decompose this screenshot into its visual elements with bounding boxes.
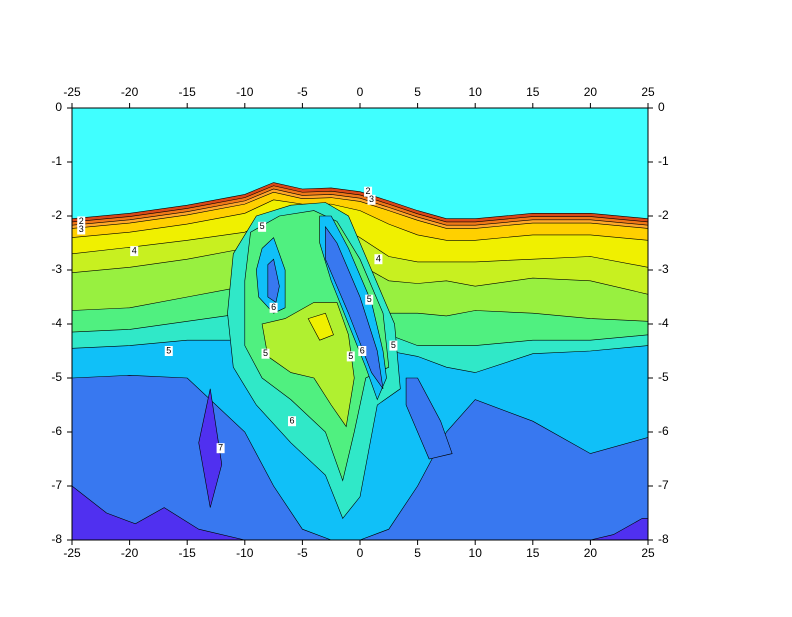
contour-label-bg <box>288 416 297 427</box>
contour-region <box>267 258 280 303</box>
contour-label-bg <box>374 254 383 265</box>
x-tick-label: -20 <box>121 85 139 99</box>
contour-label: 4 <box>132 245 137 255</box>
x-tick-label: -25 <box>63 546 81 560</box>
contour-label: 5 <box>166 345 171 355</box>
y-tick-label: -7 <box>658 478 669 492</box>
contour-label-bg <box>365 294 374 305</box>
contour-region <box>198 388 223 508</box>
contour-label-bg <box>269 302 278 313</box>
contour-label: 5 <box>348 351 353 361</box>
contour-label: 5 <box>367 294 372 304</box>
contour-label-bg <box>216 443 225 454</box>
contour-label: 7 <box>218 443 223 453</box>
contour-label-bg <box>367 194 376 205</box>
y-tick-label: -7 <box>51 478 62 492</box>
contour-region <box>405 377 453 460</box>
contour-label-bg <box>77 224 86 235</box>
x-tick-label: 10 <box>469 546 483 560</box>
x-tick-label: 0 <box>357 546 364 560</box>
x-tick-label: 0 <box>357 85 364 99</box>
contour-band <box>72 374 648 540</box>
contour-label-bg <box>364 186 373 197</box>
contour-label: 2 <box>366 186 371 196</box>
y-tick-label: -1 <box>51 154 62 168</box>
y-tick-label: -3 <box>658 262 669 276</box>
y-tick-label: -8 <box>51 532 62 546</box>
y-tick-label: 0 <box>55 100 62 114</box>
x-tick-label: 25 <box>641 546 655 560</box>
x-tick-label: 15 <box>526 546 540 560</box>
x-tick-label: -20 <box>121 546 139 560</box>
x-tick-label: -15 <box>179 546 197 560</box>
contour-label: 6 <box>290 416 295 426</box>
contour-label: 5 <box>260 221 265 231</box>
y-tick-label: -5 <box>658 370 669 384</box>
x-tick-label: 5 <box>414 546 421 560</box>
contour-label-bg <box>358 346 367 356</box>
y-tick-label: 0 <box>658 100 665 114</box>
contour-label: 3 <box>369 194 374 204</box>
x-tick-label: 10 <box>469 85 483 99</box>
x-tick-label: 20 <box>584 85 598 99</box>
contour-label: 6 <box>360 345 365 355</box>
contour-label-bg <box>346 351 355 362</box>
contour-label: 6 <box>271 302 276 312</box>
contour-label-bg <box>261 348 270 359</box>
contour-region <box>325 225 384 389</box>
contour-label: 5 <box>391 340 396 350</box>
x-tick-label: 15 <box>526 85 540 99</box>
contour-label: 5 <box>263 348 268 358</box>
y-tick-label: -2 <box>658 208 669 222</box>
y-tick-label: -6 <box>51 424 62 438</box>
y-tick-label: -2 <box>51 208 62 222</box>
contour-region <box>590 518 648 540</box>
x-tick-label: -25 <box>63 85 81 99</box>
contour-label: 4 <box>376 254 381 264</box>
x-tick-label: -10 <box>236 546 254 560</box>
y-tick-label: -4 <box>51 316 62 330</box>
x-tick-label: 20 <box>584 546 598 560</box>
contour-label: 2 <box>79 216 84 226</box>
contour-label-bg <box>130 246 139 257</box>
x-tick-label: -5 <box>297 85 308 99</box>
contour-region <box>307 312 334 341</box>
contour-label: 3 <box>79 224 84 234</box>
contour-label-bg <box>258 221 267 232</box>
x-tick-label: 5 <box>414 85 421 99</box>
y-tick-label: -4 <box>658 316 669 330</box>
x-tick-label: -15 <box>179 85 197 99</box>
y-tick-label: -1 <box>658 154 669 168</box>
x-tick-label: -10 <box>236 85 254 99</box>
y-tick-label: -3 <box>51 262 62 276</box>
contour-label-bg <box>164 346 173 356</box>
y-tick-label: -8 <box>658 532 669 546</box>
contour-label-bg <box>77 216 86 227</box>
x-tick-label: 25 <box>641 85 655 99</box>
y-tick-label: -6 <box>658 424 669 438</box>
x-tick-label: -5 <box>297 546 308 560</box>
contour-region <box>72 485 245 540</box>
contour-label-bg <box>389 340 398 351</box>
y-tick-label: -5 <box>51 370 62 384</box>
